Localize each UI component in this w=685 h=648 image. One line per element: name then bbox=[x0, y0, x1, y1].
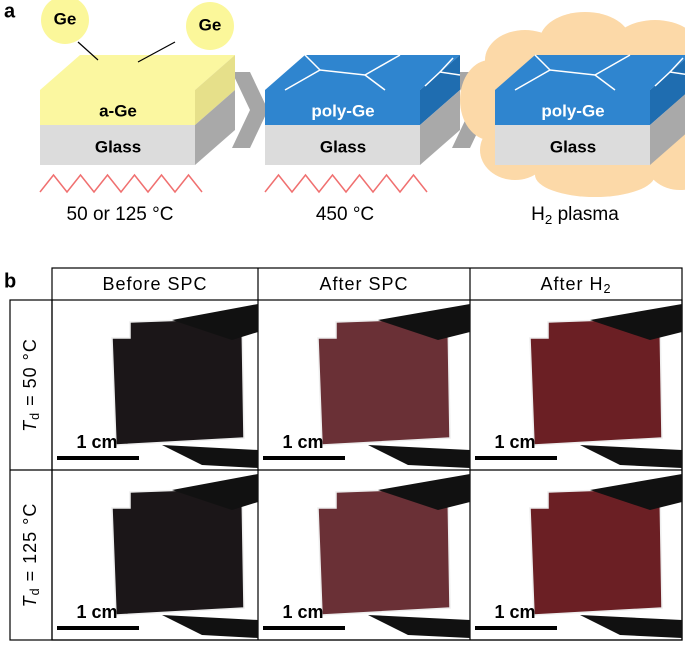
tweezer bbox=[378, 474, 470, 510]
ge-atom bbox=[186, 2, 234, 50]
scale-bar bbox=[475, 456, 557, 460]
film-side bbox=[650, 59, 685, 125]
ge-atom bbox=[41, 0, 89, 44]
scale-bar-label: 1 cm bbox=[282, 432, 323, 452]
sample-block bbox=[495, 54, 685, 165]
tweezer bbox=[368, 615, 470, 638]
panel-label: a bbox=[4, 0, 16, 22]
grain-boundary bbox=[534, 54, 551, 71]
film-label: poly-Ge bbox=[311, 101, 374, 120]
grain-boundary bbox=[364, 74, 386, 91]
row-label: Td = 125 °C bbox=[20, 503, 43, 608]
substrate-label: Glass bbox=[550, 137, 596, 156]
tweezer bbox=[590, 304, 682, 340]
scale-bar-label: 1 cm bbox=[282, 602, 323, 622]
grain-boundary bbox=[439, 57, 454, 73]
glass-side bbox=[650, 94, 685, 165]
tweezer bbox=[590, 474, 682, 510]
atom-label: Ge bbox=[54, 9, 77, 28]
condition-label-part: 2 bbox=[545, 212, 552, 227]
substrate-label: Glass bbox=[320, 137, 366, 156]
grain-boundary bbox=[669, 57, 684, 73]
glass-front bbox=[265, 125, 420, 165]
tweezer bbox=[378, 304, 470, 340]
row-label: Td = 50 °C bbox=[20, 338, 43, 432]
column-header-part: 2 bbox=[604, 282, 612, 296]
row-label-part: = 125 °C bbox=[20, 503, 40, 588]
row-label-part: T bbox=[20, 594, 40, 607]
grain-boundary bbox=[594, 74, 616, 91]
scale-bar bbox=[263, 626, 345, 630]
tweezer bbox=[162, 615, 258, 638]
row-label-part: d bbox=[28, 412, 42, 420]
scale-bar bbox=[263, 456, 345, 460]
tweezer bbox=[580, 445, 682, 468]
plasma-cloud bbox=[540, 12, 630, 68]
row-label-part: d bbox=[28, 587, 42, 595]
condition-label: 50 or 125 °C bbox=[67, 204, 174, 225]
film-side bbox=[420, 55, 460, 125]
arrow-line bbox=[77, 41, 99, 61]
sample-block bbox=[265, 54, 461, 165]
condition-label: 450 °C bbox=[316, 204, 374, 225]
scale-bar-label: 1 cm bbox=[494, 432, 535, 452]
condition-label: H2 plasma bbox=[531, 204, 619, 227]
condition-label-part: 450 °C bbox=[316, 204, 374, 225]
column-header: After SPC bbox=[319, 274, 408, 294]
column-header: Before SPC bbox=[102, 274, 207, 294]
scale-bar bbox=[57, 626, 139, 630]
glass-front bbox=[40, 125, 195, 165]
column-header-part: After SPC bbox=[319, 274, 408, 294]
scale-bar bbox=[57, 456, 139, 460]
atom-label: Ge bbox=[199, 15, 222, 34]
grain-boundary bbox=[284, 54, 401, 91]
film-top bbox=[40, 55, 235, 90]
tweezer bbox=[580, 615, 682, 638]
column-header: After H2 bbox=[540, 274, 611, 297]
scale-bar-label: 1 cm bbox=[494, 602, 535, 622]
film-front bbox=[495, 90, 650, 125]
heater bbox=[39, 173, 203, 194]
row-label-part: T bbox=[20, 419, 40, 432]
film-front bbox=[40, 90, 195, 125]
film-side bbox=[195, 55, 235, 125]
sample-block bbox=[40, 55, 235, 165]
tweezer bbox=[368, 445, 470, 468]
condition-label-part: 50 or 125 °C bbox=[67, 204, 174, 225]
scale-bar-label: 1 cm bbox=[76, 432, 117, 452]
tweezer bbox=[162, 445, 258, 468]
film-label: poly-Ge bbox=[541, 101, 604, 120]
heater bbox=[264, 173, 428, 194]
scale-bar-label: 1 cm bbox=[76, 602, 117, 622]
row-label-part: = 50 °C bbox=[20, 338, 40, 412]
grain-boundary bbox=[514, 54, 631, 91]
tweezer bbox=[172, 474, 258, 510]
scale-bar bbox=[475, 626, 557, 630]
glass-front bbox=[495, 125, 650, 165]
grain-boundary bbox=[304, 54, 321, 71]
condition-label-part: plasma bbox=[552, 204, 619, 225]
panel-label: b bbox=[4, 270, 16, 292]
arrow-line bbox=[137, 41, 176, 63]
tweezer bbox=[172, 304, 258, 340]
arrow bbox=[232, 72, 268, 148]
glass-side bbox=[420, 90, 460, 165]
glass-side bbox=[195, 90, 235, 165]
film-top bbox=[495, 55, 685, 90]
condition-label-part: H bbox=[531, 204, 545, 225]
substrate-label: Glass bbox=[95, 137, 141, 156]
column-header-part: Before SPC bbox=[102, 274, 207, 294]
film-front bbox=[265, 90, 420, 125]
film-label: a-Ge bbox=[99, 101, 137, 120]
column-header-part: After H bbox=[540, 274, 603, 294]
